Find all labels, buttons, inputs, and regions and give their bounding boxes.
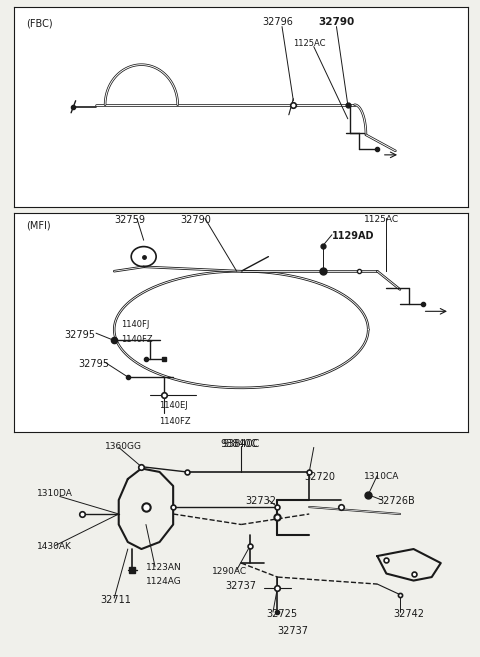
Text: 32795: 32795: [64, 330, 96, 340]
Text: 32759: 32759: [115, 215, 145, 225]
Text: 1140EJ: 1140EJ: [159, 401, 188, 410]
Text: (MFI): (MFI): [26, 220, 50, 230]
Text: 1310DA: 1310DA: [37, 489, 73, 499]
Text: 32737: 32737: [225, 581, 256, 591]
Text: 1310CA: 1310CA: [364, 472, 399, 481]
Text: 1430AK: 1430AK: [37, 542, 72, 551]
Text: 32720: 32720: [305, 472, 336, 482]
Text: 1125AC: 1125AC: [293, 39, 325, 47]
Text: 1129AD: 1129AD: [332, 231, 374, 241]
Text: 32790: 32790: [180, 215, 211, 225]
Text: (FBC): (FBC): [26, 18, 52, 29]
Text: 1140FZ: 1140FZ: [159, 417, 191, 426]
Text: 32795: 32795: [78, 359, 109, 369]
Text: 1125AC: 1125AC: [364, 215, 399, 223]
Text: 1360GG: 1360GG: [105, 442, 142, 451]
Text: 1140FZ: 1140FZ: [121, 335, 153, 344]
Text: 32742: 32742: [393, 608, 424, 619]
Text: 93840C: 93840C: [223, 439, 260, 449]
Text: 32790: 32790: [318, 16, 355, 26]
Text: 32725: 32725: [266, 608, 297, 619]
Text: 32732: 32732: [246, 497, 277, 507]
Text: 1140FJ: 1140FJ: [121, 321, 149, 329]
Text: 32737: 32737: [277, 626, 309, 636]
Text: 32726B: 32726B: [377, 497, 415, 507]
Text: 1124AG: 1124AG: [146, 577, 182, 586]
Text: 32796: 32796: [262, 16, 293, 26]
Text: 32711: 32711: [101, 595, 132, 604]
Text: 1290AC: 1290AC: [212, 566, 247, 576]
Text: 93840C: 93840C: [221, 439, 258, 449]
Text: 1123AN: 1123AN: [146, 563, 182, 572]
